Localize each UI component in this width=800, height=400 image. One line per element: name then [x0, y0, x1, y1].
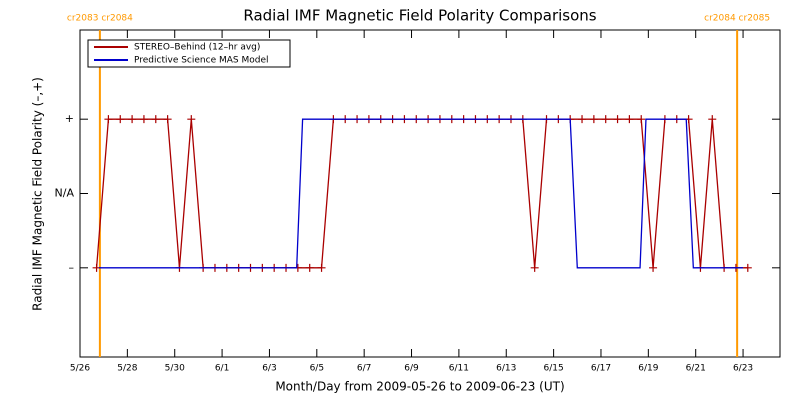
y-tick-label: N/A: [55, 187, 75, 200]
chart-title: Radial IMF Magnetic Field Polarity Compa…: [243, 7, 596, 25]
y-tick-label: –: [69, 261, 75, 274]
x-tick-label: 6/21: [686, 364, 706, 374]
x-tick-label: 6/11: [449, 364, 469, 374]
legend-label: STEREO–Behind (12–hr avg): [134, 43, 260, 53]
point-marker: [649, 263, 658, 272]
legend-label: Predictive Science MAS Model: [134, 56, 269, 66]
point-marker: [601, 115, 610, 124]
point-marker: [151, 115, 160, 124]
x-axis-label: Month/Day from 2009-05-26 to 2009-06-23 …: [275, 380, 564, 394]
rotation-label: cr2083 cr2084: [67, 14, 133, 24]
x-tick-label: 6/15: [544, 364, 564, 374]
point-marker: [589, 115, 598, 124]
x-tick-label: 5/26: [70, 364, 90, 374]
point-marker: [578, 115, 587, 124]
x-tick-label: 6/13: [496, 364, 516, 374]
point-marker: [139, 115, 148, 124]
y-axis-label: Radial IMF Magnetic Field Polarity (–,+): [31, 77, 45, 311]
point-marker: [708, 115, 717, 124]
x-tick-label: 6/7: [357, 364, 371, 374]
point-marker: [317, 263, 326, 272]
point-marker: [187, 115, 196, 124]
rotation-label: cr2084 cr2085: [704, 14, 770, 24]
x-tick-label: 6/9: [404, 364, 419, 374]
point-marker: [305, 263, 314, 272]
x-tick-label: 6/17: [591, 364, 611, 374]
point-marker: [163, 115, 172, 124]
point-marker: [637, 115, 646, 124]
point-marker: [530, 263, 539, 272]
point-marker: [613, 115, 622, 124]
point-marker: [116, 115, 125, 124]
point-marker: [625, 115, 634, 124]
x-tick-label: 5/28: [117, 364, 137, 374]
legend-box: [87, 39, 291, 68]
x-tick-label: 6/1: [215, 364, 229, 374]
point-marker: [128, 115, 137, 124]
y-tick-label: +: [65, 112, 74, 125]
point-marker: [743, 263, 752, 272]
x-tick-label: 6/23: [733, 364, 753, 374]
x-tick-label: 6/5: [310, 364, 324, 374]
x-tick-label: 6/19: [638, 364, 658, 374]
x-tick-label: 6/3: [262, 364, 276, 374]
x-tick-label: 5/30: [165, 364, 185, 374]
series-line: [98, 118, 744, 269]
point-marker: [104, 115, 113, 124]
